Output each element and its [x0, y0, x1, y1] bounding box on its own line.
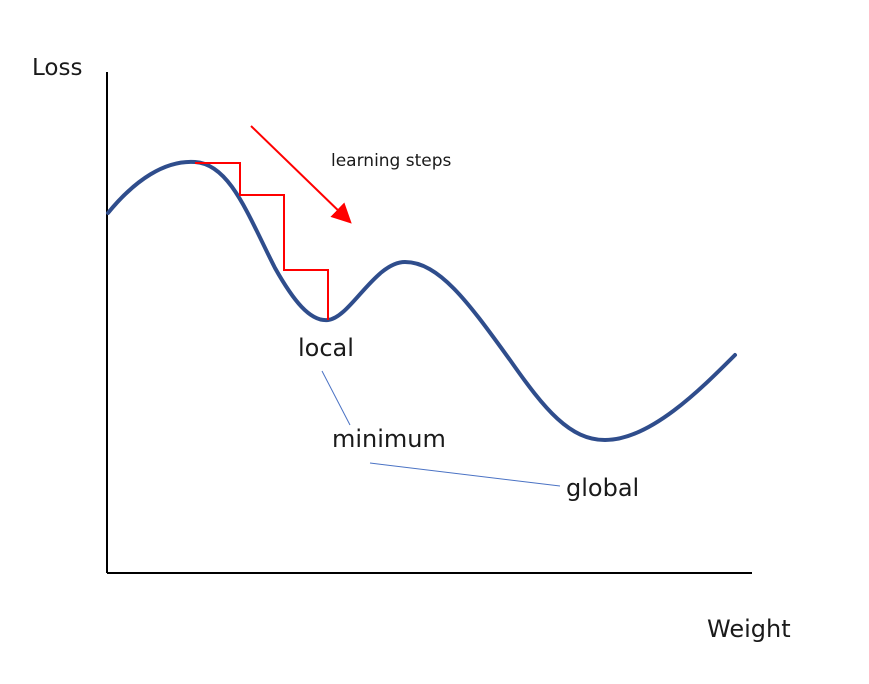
- global-connector-line: [369, 462, 561, 487]
- local-label: local: [298, 334, 354, 362]
- learning-steps-label: learning steps: [331, 151, 452, 171]
- loss-curve: [106, 159, 737, 443]
- local-connector-line: [321, 370, 351, 426]
- y-axis-label: Loss: [32, 55, 82, 81]
- x-axis-label: Weight: [707, 615, 791, 643]
- global-label: global: [566, 474, 639, 502]
- minimum-label: minimum: [332, 425, 446, 453]
- learning-steps-staircase: [195, 162, 329, 320]
- learning-direction-arrow: [250, 125, 352, 224]
